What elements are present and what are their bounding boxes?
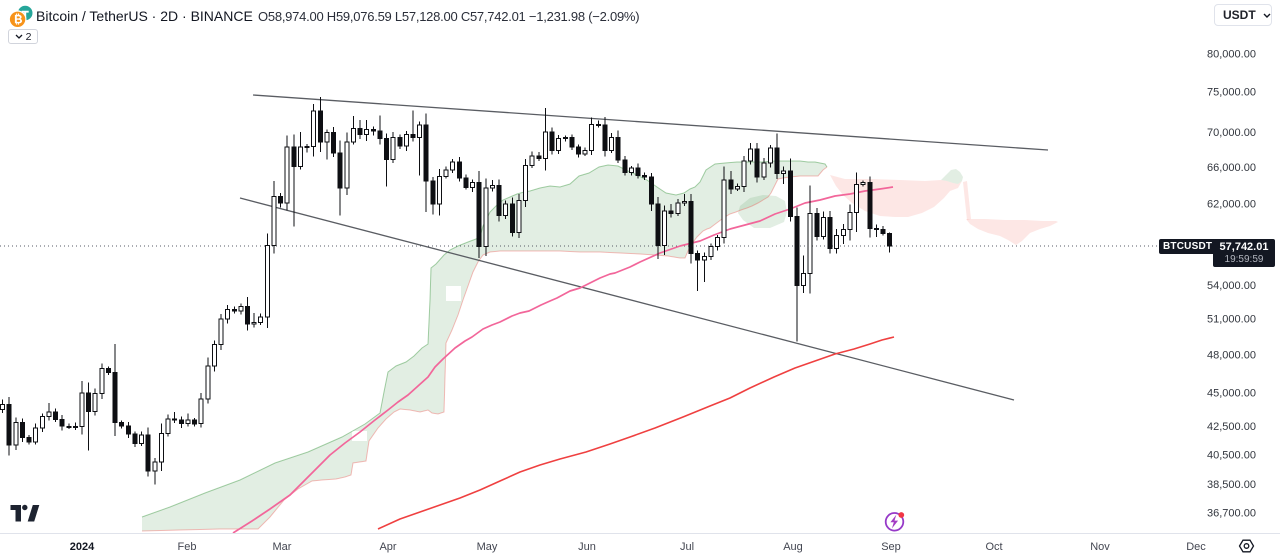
svg-text:70,000.00: 70,000.00 bbox=[1207, 127, 1256, 139]
svg-text:Feb: Feb bbox=[178, 541, 197, 553]
svg-text:51,000.00: 51,000.00 bbox=[1207, 314, 1256, 326]
svg-text:Jun: Jun bbox=[578, 541, 596, 553]
svg-text:48,000.00: 48,000.00 bbox=[1207, 349, 1256, 361]
svg-text:Sep: Sep bbox=[881, 541, 901, 553]
svg-text:Nov: Nov bbox=[1090, 541, 1110, 553]
svg-text:38,500.00: 38,500.00 bbox=[1207, 479, 1256, 491]
svg-text:45,000.00: 45,000.00 bbox=[1207, 387, 1256, 399]
svg-text:42,500.00: 42,500.00 bbox=[1207, 421, 1256, 433]
svg-text:54,000.00: 54,000.00 bbox=[1207, 280, 1256, 292]
svg-text:May: May bbox=[477, 541, 498, 553]
svg-text:Oct: Oct bbox=[985, 541, 1002, 553]
svg-text:40,500.00: 40,500.00 bbox=[1207, 449, 1256, 461]
svg-text:62,000.00: 62,000.00 bbox=[1207, 199, 1256, 211]
svg-text:Jul: Jul bbox=[680, 541, 694, 553]
svg-text:36,700.00: 36,700.00 bbox=[1207, 507, 1256, 519]
svg-text:Mar: Mar bbox=[273, 541, 292, 553]
svg-text:80,000.00: 80,000.00 bbox=[1207, 49, 1256, 61]
svg-text:2024: 2024 bbox=[70, 541, 95, 553]
svg-text:Apr: Apr bbox=[379, 541, 396, 553]
svg-text:Aug: Aug bbox=[783, 541, 803, 553]
svg-text:66,000.00: 66,000.00 bbox=[1207, 162, 1256, 174]
svg-text:Dec: Dec bbox=[1186, 541, 1206, 553]
svg-text:75,000.00: 75,000.00 bbox=[1207, 87, 1256, 99]
